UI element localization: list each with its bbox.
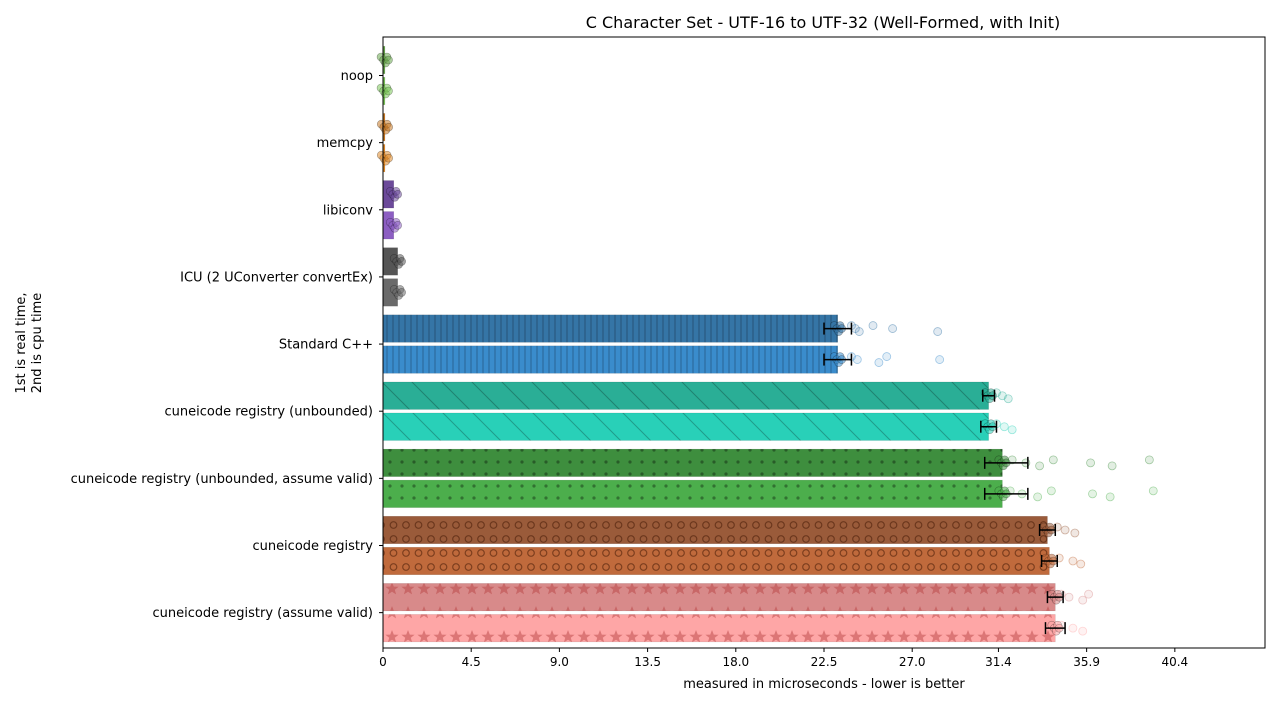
outlier-point-cuneicode-registry-unbounded-assume-valid-cpu (1005, 486, 1015, 496)
outlier-point-cuneicode-registry-unbounded-assume-valid-cpu (1105, 492, 1115, 502)
bar-pattern-standard-c-cpu (383, 345, 838, 374)
outlier-point-cuneicode-registry-unbounded-cpu (999, 422, 1009, 432)
sample-point-noop-cpu (384, 86, 393, 96)
outlier-point-standard-c-cpu (852, 355, 862, 364)
bar-pattern-cuneicode-registry-unbounded-real (383, 381, 989, 410)
x-tick-label: 9.0 (550, 655, 569, 669)
bar-pattern-cuneicode-registry-real (383, 516, 1048, 544)
outlier-point-cuneicode-registry-cpu (1068, 556, 1078, 566)
y-tick-label-cuneicode-registry-unbounded-assume-valid: cuneicode registry (unbounded, assume va… (71, 472, 373, 487)
outlier-point-cuneicode-registry-real (1060, 525, 1070, 535)
outlier-point-cuneicode-registry-assume-valid-cpu (1068, 623, 1078, 633)
outlier-point-cuneicode-registry-unbounded-assume-valid-real (1048, 455, 1058, 465)
y-tick-label-noop: noop (341, 69, 373, 84)
sample-point-icu-2-uconverter-convertex-real (397, 257, 406, 266)
outlier-point-cuneicode-registry-unbounded-assume-valid-real (1086, 458, 1095, 468)
outlier-point-cuneicode-registry-assume-valid-real (1064, 592, 1074, 602)
outlier-point-standard-c-real (888, 324, 897, 333)
outlier-point-cuneicode-registry-unbounded-assume-valid-real (1007, 455, 1017, 465)
outlier-point-cuneicode-registry-cpu (1076, 559, 1086, 569)
outlier-point-standard-c-cpu (935, 355, 945, 364)
x-tick-label: 4.5 (462, 655, 481, 669)
y-axis-label-line1: 1st is real time, (14, 292, 29, 393)
x-axis-label: measured in microseconds - lower is bett… (683, 677, 965, 692)
y-tick-label-memcpy: memcpy (317, 136, 374, 151)
chart-title: C Character Set - UTF-16 to UTF-32 (Well… (586, 13, 1060, 32)
y-tick-label-standard-c: Standard C++ (279, 338, 373, 353)
x-tick-label: 27.0 (899, 655, 926, 669)
outlier-point-cuneicode-registry-assume-valid-real (1084, 589, 1093, 599)
outlier-point-cuneicode-registry-unbounded-assume-valid-cpu (1148, 486, 1158, 496)
outlier-point-standard-c-cpu (882, 352, 892, 361)
sample-point-icu-2-uconverter-convertex-cpu (397, 288, 406, 297)
outlier-point-cuneicode-registry-unbounded-assume-valid-real (1144, 455, 1154, 465)
outlier-point-cuneicode-registry-unbounded-real (1003, 394, 1013, 404)
outlier-point-cuneicode-registry-unbounded-assume-valid-cpu (1088, 489, 1097, 499)
x-tick-label: 35.9 (1073, 655, 1100, 669)
x-tick-label: 40.4 (1161, 655, 1188, 669)
y-tick-label-cuneicode-registry: cuneicode registry (252, 539, 373, 554)
bar-pattern-cuneicode-registry-unbounded-assume-valid-real (383, 449, 1003, 477)
y-tick-label-cuneicode-registry-unbounded: cuneicode registry (unbounded) (165, 405, 374, 420)
outlier-point-cuneicode-registry-unbounded-assume-valid-cpu (1033, 492, 1043, 502)
outlier-point-cuneicode-registry-unbounded-cpu (1007, 425, 1017, 435)
sample-point-memcpy-real (384, 122, 393, 132)
outlier-point-standard-c-real (868, 321, 878, 330)
sample-point-noop-real (384, 55, 393, 65)
bar-pattern-standard-c-real (383, 314, 838, 343)
outlier-point-standard-c-real (854, 327, 864, 336)
outlier-point-standard-c-real (933, 327, 943, 336)
x-tick-label: 0 (379, 655, 387, 669)
bar-pattern-cuneicode-registry-cpu (383, 547, 1050, 575)
bar-pattern-cuneicode-registry-unbounded-assume-valid-cpu (383, 480, 1003, 508)
bar-pattern-cuneicode-registry-assume-valid-real (383, 583, 1056, 611)
outlier-point-cuneicode-registry-unbounded-assume-valid-cpu (1046, 486, 1056, 496)
sample-point-memcpy-cpu (384, 153, 393, 163)
x-tick-label: 22.5 (811, 655, 838, 669)
outlier-point-cuneicode-registry-assume-valid-cpu (1078, 626, 1088, 636)
outlier-point-cuneicode-registry-unbounded-assume-valid-real (1107, 461, 1117, 471)
outlier-point-cuneicode-registry-real (1070, 528, 1080, 538)
y-axis-label-line2: 2nd is cpu time (30, 293, 45, 394)
sample-point-libiconv-real (393, 189, 403, 199)
bar-pattern-cuneicode-registry-assume-valid-cpu (383, 614, 1056, 642)
outlier-point-cuneicode-registry-unbounded-real (997, 391, 1007, 401)
sample-point-libiconv-cpu (393, 220, 403, 230)
x-tick-label: 18.0 (722, 655, 749, 669)
outlier-point-cuneicode-registry-assume-valid-real (1078, 595, 1088, 605)
outlier-point-standard-c-cpu (874, 358, 884, 367)
bar-pattern-cuneicode-registry-unbounded-cpu (383, 412, 989, 441)
x-tick-label: 31.4 (985, 655, 1012, 669)
x-tick-label: 13.5 (634, 655, 661, 669)
y-tick-label-icu-2-uconverter-convertex: ICU (2 UConverter convertEx) (180, 270, 373, 285)
y-tick-label-cuneicode-registry-assume-valid: cuneicode registry (assume valid) (152, 606, 373, 621)
y-tick-label-libiconv: libiconv (323, 203, 373, 218)
outlier-point-cuneicode-registry-unbounded-assume-valid-real (1035, 461, 1044, 471)
